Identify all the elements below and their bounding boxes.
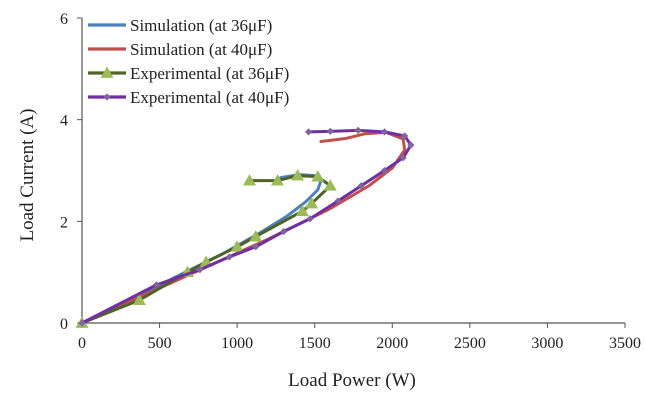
diamond-marker [334, 197, 342, 205]
diamond-marker [78, 319, 86, 327]
diamond-marker [196, 266, 204, 274]
triangle-marker [243, 174, 257, 186]
diamond-marker [280, 227, 288, 236]
series-line [80, 173, 323, 325]
diamond-marker [304, 128, 313, 136]
diamond-marker [225, 253, 233, 261]
y-tick-label: 6 [60, 11, 68, 28]
x-tick-label: 1500 [299, 335, 331, 352]
series-line [80, 130, 407, 325]
series-4 [78, 126, 415, 327]
diamond-marker [152, 281, 161, 289]
x-tick-label: 2500 [454, 335, 486, 352]
triangle-marker [132, 293, 146, 305]
diamond-marker [380, 128, 389, 136]
y-axis-label: Load Current (A) [17, 109, 38, 242]
x-tick-label: 2000 [376, 335, 408, 352]
diamond-marker [252, 243, 260, 251]
triangle-marker [305, 197, 319, 209]
legend-label: Simulation (at 36μF) [130, 16, 272, 35]
legend-label: Experimental (at 40μF) [130, 88, 289, 107]
diamond-marker [326, 127, 334, 135]
triangle-marker [291, 169, 305, 181]
triangle-marker [100, 66, 114, 78]
x-tick-label: 500 [148, 335, 172, 352]
axes: 0 500 1000 1500 2000 2500 3000 3500 0 2 4 6 [60, 11, 641, 352]
legend-entry-3: Experimental (at 36μF) [88, 64, 289, 83]
y-tick-label: 2 [60, 214, 68, 231]
y-tick-label: 4 [60, 113, 68, 130]
triangle-marker [230, 240, 244, 252]
series-1 [80, 173, 323, 325]
x-tick-label: 3500 [609, 335, 641, 352]
diamond-marker [399, 154, 407, 162]
x-axis-label: Load Power (W) [288, 370, 416, 391]
triangle-marker [270, 174, 284, 186]
diamond-marker [401, 132, 409, 140]
legend-entry-2: Simulation (at 40μF) [88, 40, 272, 59]
series-line [80, 174, 332, 325]
series-line [80, 128, 413, 325]
triangle-marker [323, 179, 337, 191]
legend-label: Simulation (at 40μF) [130, 40, 272, 59]
triangle-marker [295, 204, 309, 217]
x-tick-label: 0 [78, 335, 86, 352]
series-3 [75, 169, 337, 328]
diamond-marker [380, 166, 389, 175]
x-tick-label: 1000 [221, 335, 253, 352]
diamond-marker [407, 141, 415, 149]
diamond-marker [103, 93, 111, 101]
legend-entry-4: Experimental (at 40μF) [88, 88, 289, 107]
diamond-marker [354, 126, 362, 134]
legend-label: Experimental (at 36μF) [130, 64, 289, 83]
plot-area [75, 126, 415, 328]
triangle-marker [311, 170, 325, 182]
legend: Simulation (at 36μF) Simulation (at 40μF)… [88, 16, 289, 107]
diamond-marker [306, 215, 314, 223]
triangle-marker [249, 230, 263, 242]
y-tick-label: 0 [60, 316, 68, 333]
diamond-marker [357, 182, 365, 190]
series-2 [80, 130, 407, 325]
x-tick-label: 3000 [531, 335, 563, 352]
legend-entry-1: Simulation (at 36μF) [88, 16, 272, 35]
